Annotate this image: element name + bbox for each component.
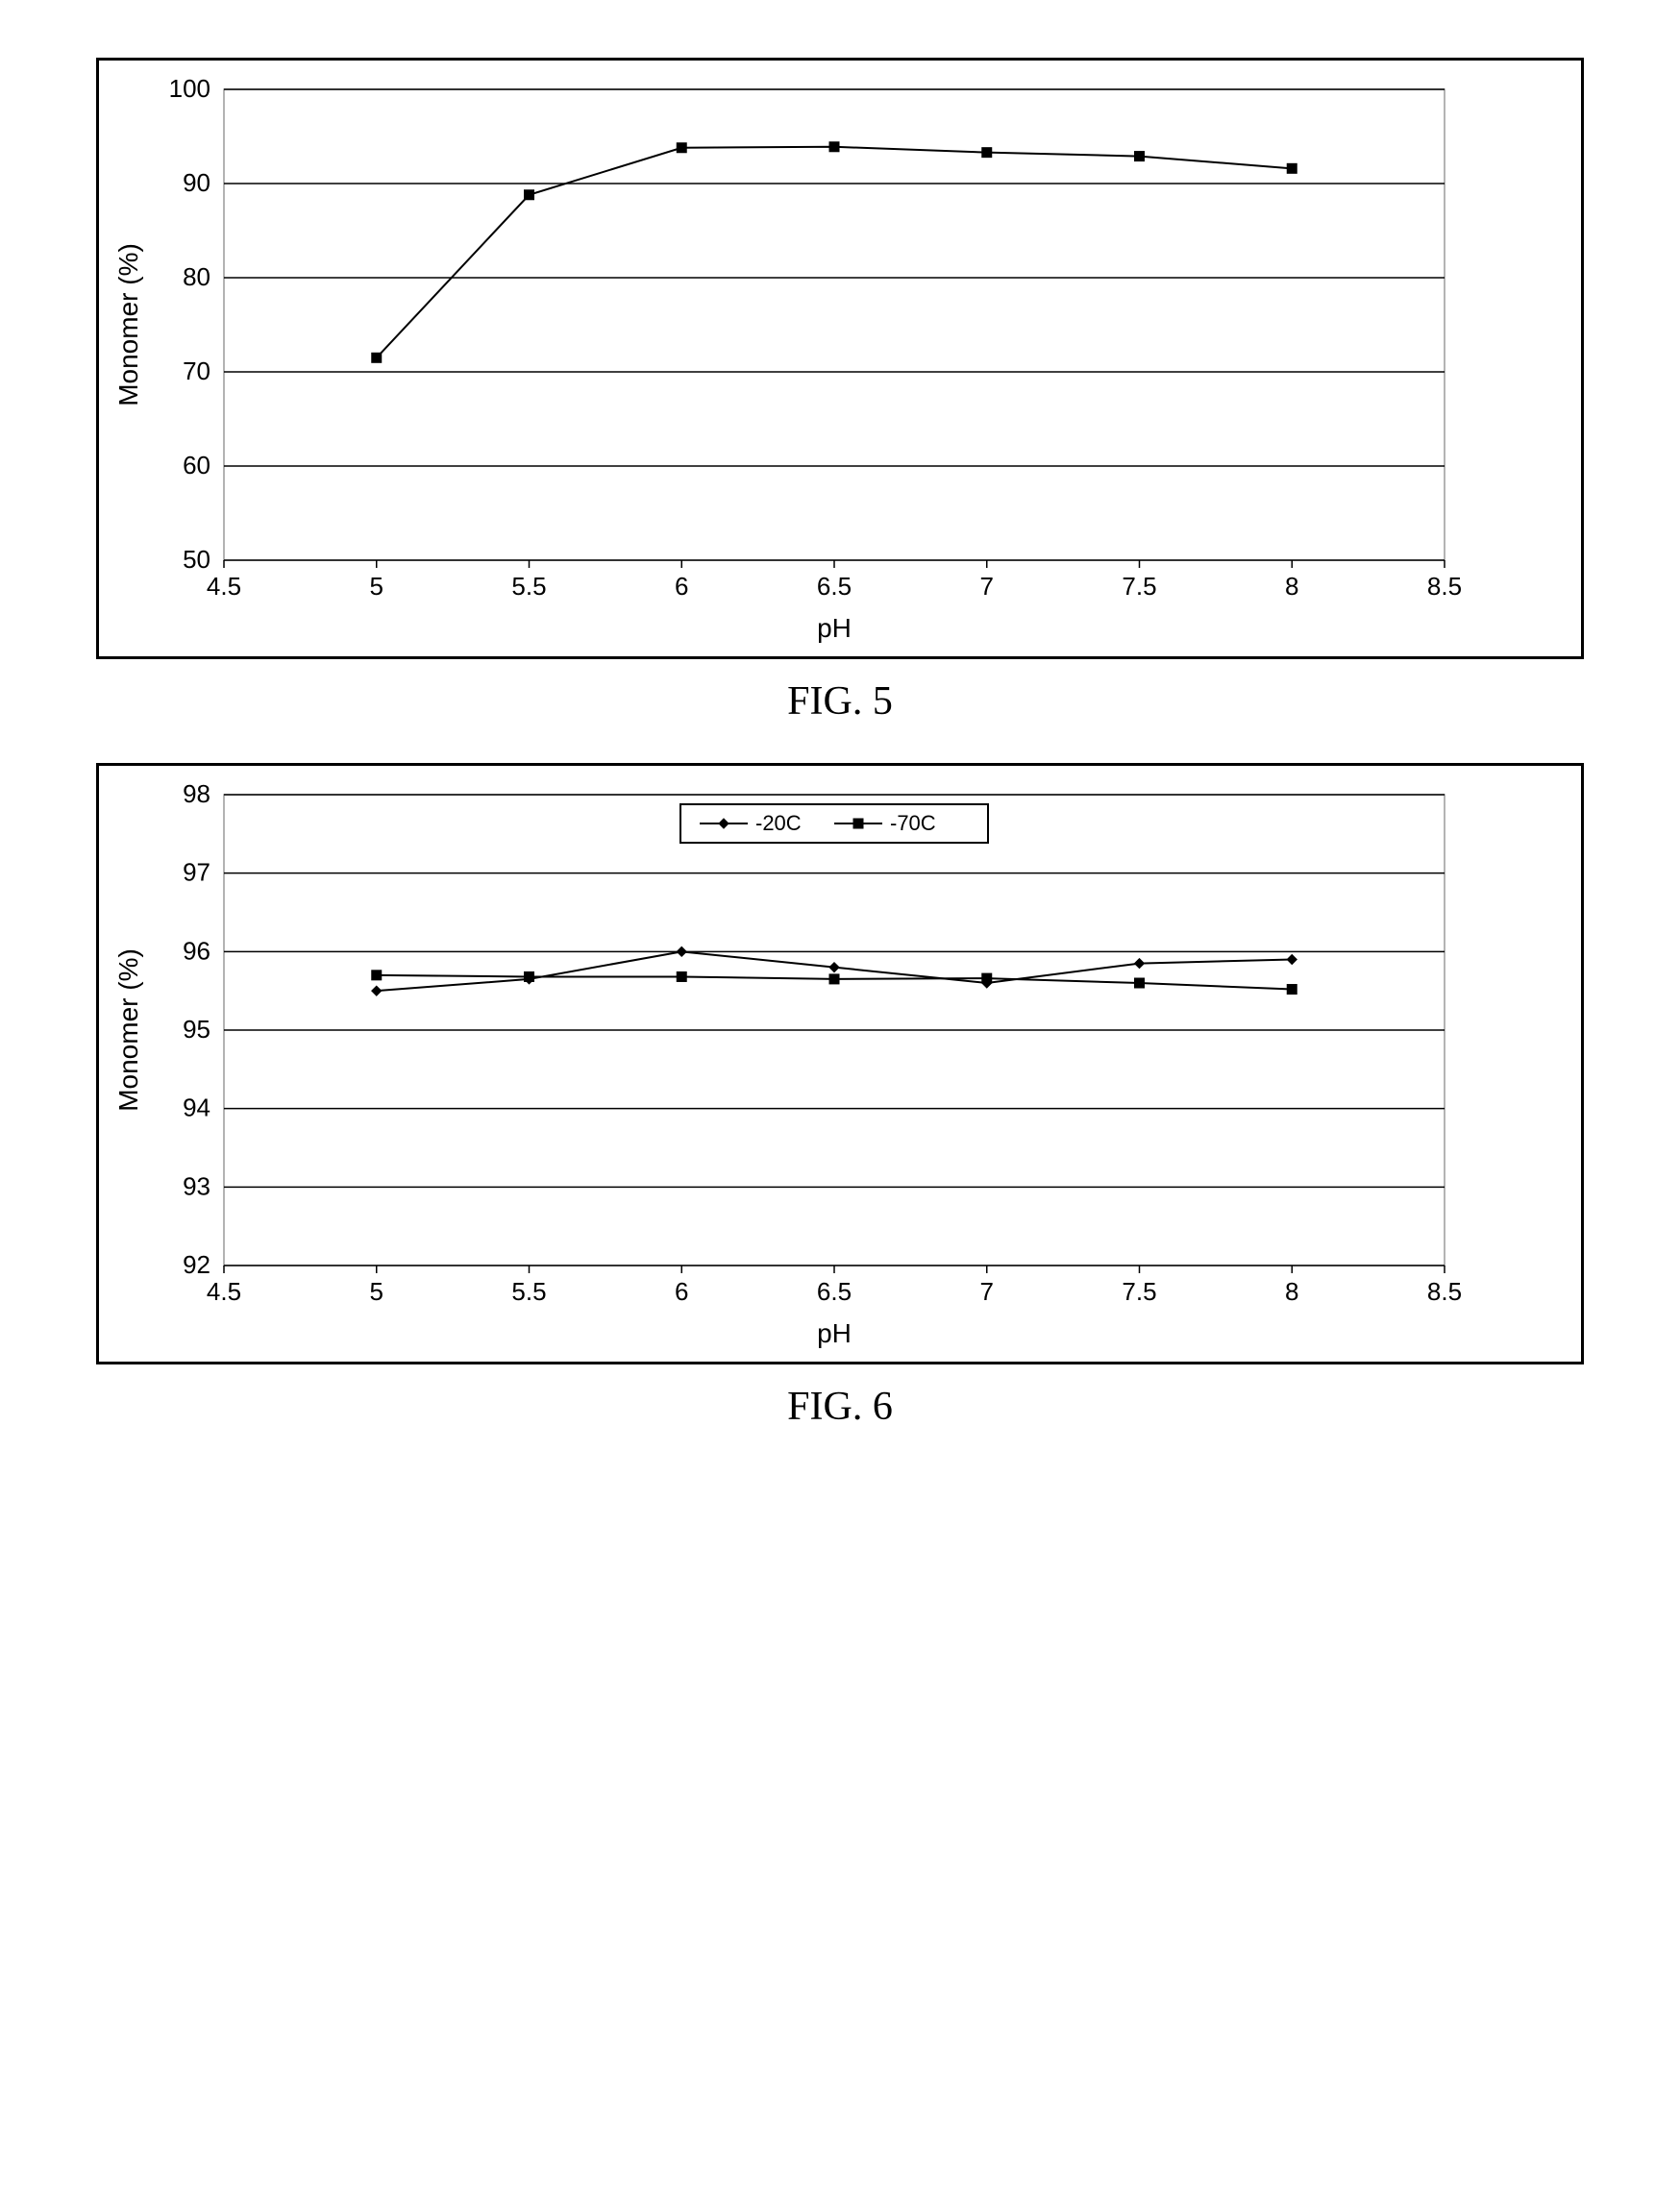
- svg-text:Monomer (%): Monomer (%): [113, 948, 143, 1112]
- figure-6: 92 93 94 95 96 97 98 4.5 5 5.5 6 6.5 7 7.5 8 8.5 pH Monom…: [96, 763, 1584, 1430]
- svg-text:7.5: 7.5: [1122, 1277, 1156, 1306]
- chart-svg-fig5: 50 60 70 80 90 100 4.5 5 5.5 6 6.5 7 7.5 8 8.5 pH Monome…: [99, 61, 1483, 656]
- svg-text:5: 5: [370, 572, 383, 601]
- svg-text:95: 95: [183, 1015, 210, 1044]
- svg-text:98: 98: [183, 779, 210, 808]
- svg-text:94: 94: [183, 1094, 210, 1122]
- svg-text:96: 96: [183, 936, 210, 965]
- svg-text:5.5: 5.5: [511, 1277, 546, 1306]
- svg-text:4.5: 4.5: [207, 1277, 241, 1306]
- chart-frame-fig5: 50 60 70 80 90 100 4.5 5 5.5 6 6.5 7 7.5 8 8.5 pH Monome…: [96, 58, 1584, 659]
- figure-5: 50 60 70 80 90 100 4.5 5 5.5 6 6.5 7 7.5 8 8.5 pH Monome…: [96, 58, 1584, 725]
- svg-text:7.5: 7.5: [1122, 572, 1156, 601]
- svg-text:-70C: -70C: [890, 811, 936, 835]
- svg-text:pH: pH: [817, 613, 852, 643]
- caption-fig5: FIG. 5: [96, 678, 1584, 725]
- svg-text:5.5: 5.5: [511, 572, 546, 601]
- svg-text:6.5: 6.5: [817, 572, 852, 601]
- svg-text:50: 50: [183, 545, 210, 574]
- svg-text:8: 8: [1285, 572, 1298, 601]
- svg-text:4.5: 4.5: [207, 572, 241, 601]
- svg-text:100: 100: [169, 74, 210, 103]
- svg-text:6: 6: [675, 572, 688, 601]
- svg-text:7: 7: [980, 1277, 994, 1306]
- svg-text:6: 6: [675, 1277, 688, 1306]
- svg-text:Monomer (%): Monomer (%): [113, 243, 143, 406]
- chart-frame-fig6: 92 93 94 95 96 97 98 4.5 5 5.5 6 6.5 7 7.5 8 8.5 pH Monom…: [96, 763, 1584, 1364]
- svg-text:70: 70: [183, 356, 210, 385]
- svg-text:pH: pH: [817, 1318, 852, 1348]
- chart-svg-fig6: 92 93 94 95 96 97 98 4.5 5 5.5 6 6.5 7 7.5 8 8.5 pH Monom…: [99, 766, 1483, 1362]
- svg-text:60: 60: [183, 451, 210, 479]
- svg-text:80: 80: [183, 262, 210, 291]
- svg-text:90: 90: [183, 168, 210, 197]
- svg-text:8: 8: [1285, 1277, 1298, 1306]
- svg-text:5: 5: [370, 1277, 383, 1306]
- caption-fig6: FIG. 6: [96, 1384, 1584, 1430]
- svg-text:93: 93: [183, 1171, 210, 1200]
- svg-text:7: 7: [980, 572, 994, 601]
- svg-text:97: 97: [183, 858, 210, 887]
- svg-text:6.5: 6.5: [817, 1277, 852, 1306]
- svg-text:8.5: 8.5: [1427, 1277, 1462, 1306]
- svg-text:8.5: 8.5: [1427, 572, 1462, 601]
- svg-text:-20C: -20C: [755, 811, 802, 835]
- svg-text:92: 92: [183, 1250, 210, 1279]
